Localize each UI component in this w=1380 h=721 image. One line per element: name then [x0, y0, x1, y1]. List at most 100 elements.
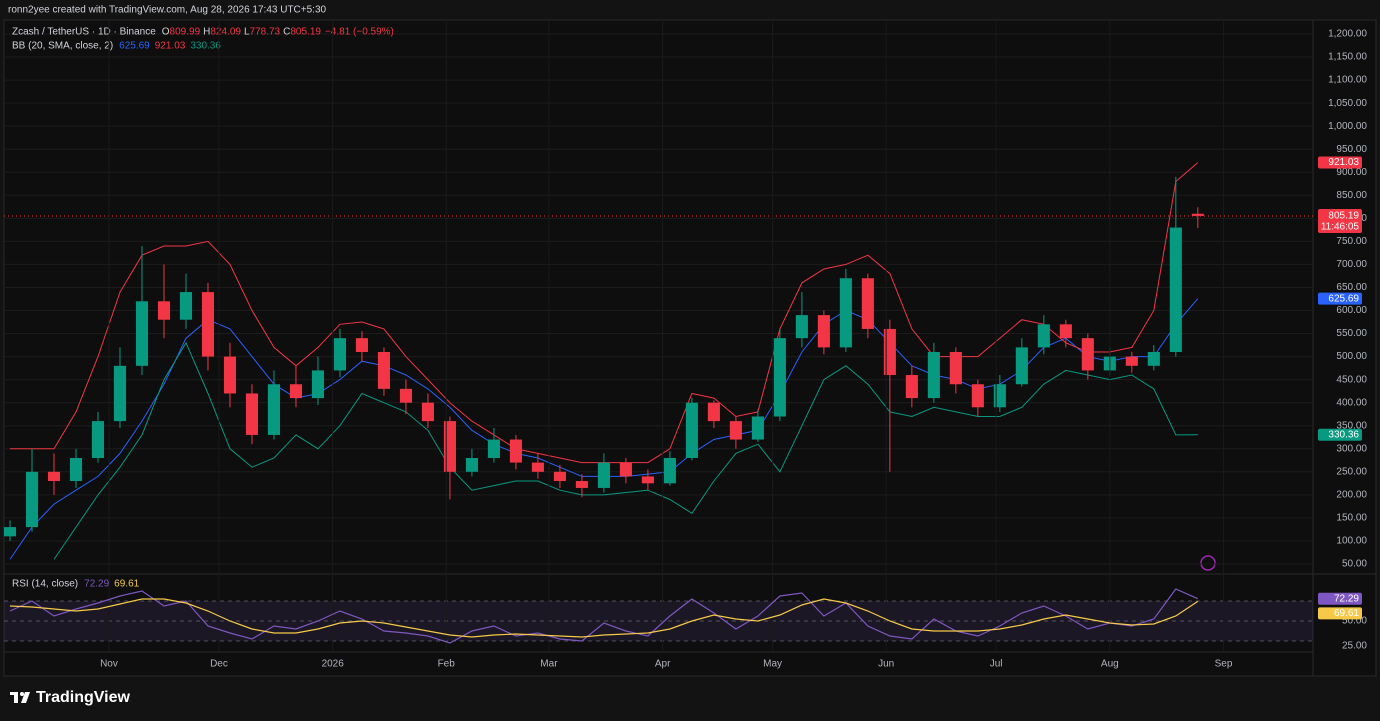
candle-body: [157, 301, 171, 320]
x-tick-label: Mar: [540, 659, 558, 670]
candle-body: [289, 384, 303, 399]
candle-body: [25, 471, 39, 528]
y-tick-label: 850.00: [1336, 190, 1367, 201]
legend-change: −4.81 (−0.59%): [325, 27, 394, 38]
candle-body: [1081, 338, 1094, 371]
legend-open: 809.99: [170, 27, 201, 38]
x-tick-label: Dec: [210, 659, 228, 670]
brand: TradingView: [36, 689, 131, 706]
candle-body: [1147, 351, 1160, 366]
rsi-value: 69.61: [114, 579, 139, 590]
candle-body: [949, 351, 962, 385]
overlay-last-value: 625.69: [1328, 293, 1359, 304]
candle-body: [1125, 356, 1138, 366]
candle-body: [597, 462, 610, 488]
x-tick-label: May: [763, 659, 782, 670]
candle-body: [421, 402, 434, 422]
rsi-value: 72.29: [84, 579, 109, 590]
y-tick-label: 1,150.00: [1328, 52, 1367, 63]
y-tick-label: 1,050.00: [1328, 98, 1367, 109]
candle-body: [619, 462, 632, 477]
symbol-title: Zcash / TetherUS · 1D · Binance: [12, 27, 156, 38]
y-tick-label: 950.00: [1336, 144, 1367, 155]
candle-body: [663, 457, 676, 484]
candle-body: [245, 393, 259, 435]
candle-body: [685, 402, 698, 458]
overlay-last-value-bg: [1318, 292, 1362, 305]
last-price: 805.19: [1328, 211, 1359, 222]
x-tick-label: Jun: [878, 659, 894, 670]
candle-body: [971, 384, 984, 408]
candle-body: [179, 292, 193, 320]
candle-body: [993, 384, 1006, 408]
candle-body: [1059, 324, 1072, 339]
y-tick-label: 50.00: [1342, 616, 1367, 627]
candle-body: [333, 338, 346, 371]
x-tick-label: 2026: [322, 659, 345, 670]
candle-body: [927, 351, 940, 399]
candle-body: [1015, 347, 1028, 385]
x-tick-label: Sep: [1215, 659, 1233, 670]
y-tick-label: 25.00: [1342, 641, 1367, 652]
y-tick-label: 500.00: [1336, 351, 1367, 362]
candle-body: [443, 421, 456, 472]
candle-body: [1169, 227, 1182, 352]
candle-body: [399, 388, 412, 403]
y-tick-label: 400.00: [1336, 397, 1367, 408]
candle-body: [641, 476, 654, 484]
rsi-last-value-bg: [1318, 607, 1362, 620]
overlay-last-value-bg: [1318, 428, 1362, 441]
y-tick-label: 550.00: [1336, 328, 1367, 339]
overlay-last-value: 921.03: [1328, 157, 1359, 168]
rsi-line: [9, 588, 1199, 644]
indicator-value: 625.69: [119, 41, 150, 52]
x-tick-label: Aug: [1101, 659, 1119, 670]
alert-icon[interactable]: [1200, 555, 1216, 571]
legend-low: 778.73: [250, 27, 281, 38]
rsi-last-value: 72.29: [1334, 593, 1359, 604]
y-tick-label: 450.00: [1336, 374, 1367, 385]
candle-body: [861, 278, 874, 329]
candle-body: [531, 462, 544, 472]
candle-body: [201, 292, 215, 357]
candle-body: [707, 402, 720, 422]
candle-body: [553, 471, 566, 482]
rsi-last-value-bg: [1318, 592, 1362, 605]
candle-body: [267, 384, 281, 435]
y-tick-label: 1,000.00: [1328, 121, 1367, 132]
candle-body: [839, 278, 852, 348]
legend-high: 824.09: [210, 27, 241, 38]
candle-body: [135, 301, 149, 366]
candle-body: [509, 439, 522, 463]
y-tick-label: 50.00: [1342, 559, 1367, 570]
y-tick-label: 600.00: [1336, 305, 1367, 316]
bollinger-line: [53, 341, 1198, 560]
legend-close: 805.19: [290, 27, 321, 38]
indicator-value: 330.36: [190, 41, 221, 52]
candle-body: [905, 375, 918, 399]
candle-body: [113, 365, 127, 422]
candle-body: [1191, 213, 1204, 216]
y-tick-label: 350.00: [1336, 420, 1367, 431]
candle-body: [91, 421, 105, 458]
candle-body: [773, 338, 786, 417]
brand-logo: [10, 692, 30, 703]
rsi-title: RSI (14, close): [12, 579, 78, 590]
y-tick-label: 700.00: [1336, 259, 1367, 270]
chart-area: [3, 19, 1377, 677]
y-tick-label: 300.00: [1336, 443, 1367, 454]
indicator-value: 921.03: [155, 41, 186, 52]
candle-body: [377, 351, 390, 389]
candle-body: [311, 370, 325, 399]
candle-body: [751, 416, 764, 440]
candle-body: [69, 457, 83, 482]
overlay-last-value-bg: [1318, 156, 1362, 169]
rsi-last-value: 69.61: [1334, 608, 1359, 619]
legend-key: L: [244, 27, 250, 38]
countdown: 11:46:05: [1321, 222, 1360, 233]
indicator-title: BB (20, SMA, close, 2): [12, 41, 113, 52]
y-tick-label: 250.00: [1336, 466, 1367, 477]
y-tick-label: 100.00: [1336, 536, 1367, 547]
legend-key: C: [283, 27, 290, 38]
